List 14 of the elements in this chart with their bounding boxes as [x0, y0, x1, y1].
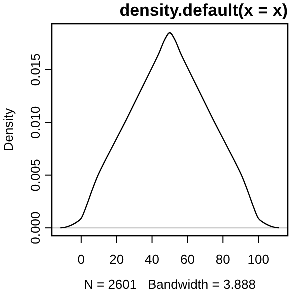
y-tick-label: 0.005 [28, 159, 43, 192]
x-tick-label: 80 [216, 252, 230, 267]
chart-title: density.default(x = x) [120, 1, 288, 20]
x-tick-label: 60 [180, 252, 195, 267]
x-tick-label: 0 [78, 252, 86, 267]
x-tick-label: 20 [110, 252, 124, 267]
x-tick-label: 40 [145, 252, 160, 267]
y-tick-label: 0.015 [28, 54, 43, 86]
line-series [60, 32, 280, 229]
x-tick-label: 100 [248, 252, 270, 267]
y-tick-label: 0.010 [28, 106, 43, 139]
y-axis-title: Density [1, 108, 16, 152]
x-axis-title: N = 2601 Bandwidth = 3.888 [84, 277, 256, 292]
y-tick-label: 0.000 [28, 212, 43, 244]
